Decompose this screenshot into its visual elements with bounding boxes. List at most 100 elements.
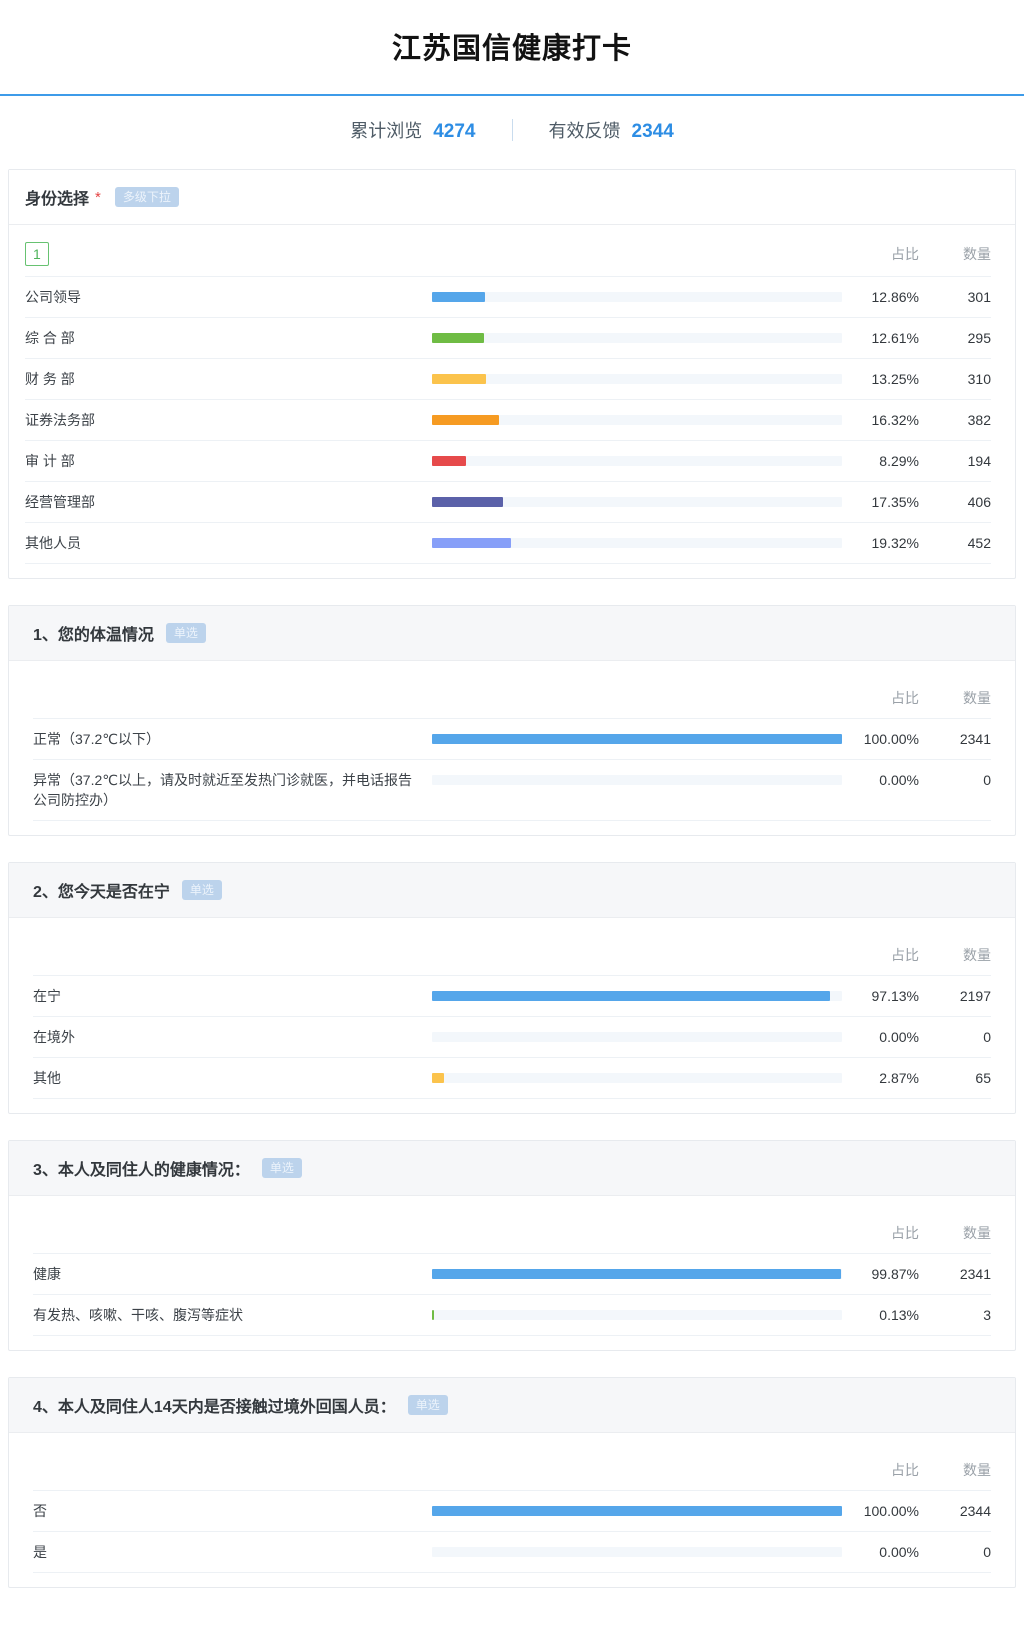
column-header-count: 数量 — [963, 1225, 991, 1241]
option-bar-fill — [432, 374, 487, 384]
option-count: 0 — [983, 772, 991, 788]
option-bar-fill — [432, 538, 512, 548]
option-row: 经营管理部 17.35% 406 — [25, 482, 991, 523]
option-bar-track — [432, 1073, 842, 1083]
question-type-badge: 单选 — [261, 1158, 302, 1178]
option-percent: 17.35% — [871, 494, 919, 510]
option-row: 正常（37.2℃以下） 100.00% 2341 — [33, 719, 991, 760]
section-header: 3、本人及同住人的健康情况： 单选 — [9, 1141, 1015, 1196]
option-count: 2344 — [959, 1503, 991, 1519]
option-percent: 0.00% — [879, 1544, 919, 1560]
views-stat: 累计浏览 4274 — [350, 117, 475, 143]
option-bar-fill — [432, 292, 485, 302]
columns-header-row: 占比 数量 — [33, 661, 991, 719]
columns-header-row: 占比 数量 — [33, 1433, 991, 1491]
option-bar-fill — [432, 456, 466, 466]
section-title: 4、本人及同住人14天内是否接触过境外回国人员： — [33, 1399, 396, 1416]
columns-header-row: 占比 数量 — [33, 1196, 991, 1254]
section-body: 1 占比 数量 公司领导 12.86% 301 综 合 部 12.61% 295 财 务 部 13.… — [9, 225, 1015, 578]
option-label: 公司领导 — [25, 289, 81, 305]
option-label: 有发热、咳嗽、干咳、腹泻等症状 — [33, 1307, 243, 1323]
option-bar-track — [432, 775, 842, 785]
summary-stats: 累计浏览 4274 有效反馈 2344 — [0, 96, 1024, 143]
option-row: 健康 99.87% 2341 — [33, 1254, 991, 1295]
option-percent: 0.13% — [879, 1307, 919, 1323]
option-count: 65 — [975, 1070, 991, 1086]
option-label: 经营管理部 — [25, 494, 95, 510]
option-bar-track — [432, 1032, 842, 1042]
section-card: 身份选择 * 多级下拉 1 占比 数量 公司领导 12.86% 301 综 合 部 12.61% 29… — [8, 169, 1016, 579]
option-count: 406 — [967, 494, 991, 510]
column-header-count: 数量 — [963, 1462, 991, 1478]
option-percent: 13.25% — [871, 371, 919, 387]
option-row: 异常（37.2℃以上，请及时就近至发热门诊就医，并电话报告公司防控办） 0.00%… — [33, 760, 991, 821]
option-count: 3 — [983, 1307, 991, 1323]
columns-header-row: 占比 数量 — [33, 918, 991, 976]
question-type-badge: 单选 — [407, 1395, 448, 1415]
option-percent: 12.86% — [871, 289, 919, 305]
option-bar-fill — [432, 1310, 434, 1320]
option-count: 0 — [983, 1544, 991, 1560]
option-bar-fill — [432, 333, 484, 343]
option-bar-track — [432, 333, 842, 343]
section-header: 4、本人及同住人14天内是否接触过境外回国人员： 单选 — [9, 1378, 1015, 1433]
option-label: 审 计 部 — [25, 453, 75, 469]
option-label: 否 — [33, 1503, 47, 1519]
option-count: 2341 — [959, 1266, 991, 1282]
option-bar-track — [432, 991, 842, 1001]
option-label: 其他人员 — [25, 535, 81, 551]
section-body: 占比 数量正常（37.2℃以下） 100.00% 2341 异常（37.2℃以上，请及时… — [9, 661, 1015, 835]
section-card: 1、您的体温情况 单选 占比 数量正常（37.2℃以下） 100.00% 2341 异常（3… — [8, 605, 1016, 836]
question-type-badge: 多级下拉 — [114, 187, 179, 207]
views-stat-label: 累计浏览 — [350, 121, 423, 141]
section-title: 2、您今天是否在宁 — [33, 884, 170, 901]
page-title: 江苏国信健康打卡 — [391, 33, 632, 65]
option-label: 在境外 — [33, 1029, 75, 1045]
section-header: 2、您今天是否在宁 单选 — [9, 863, 1015, 918]
option-percent: 0.00% — [879, 772, 919, 788]
option-percent: 8.29% — [879, 453, 919, 469]
column-header-ratio: 占比 — [891, 1225, 919, 1241]
option-percent: 100.00% — [863, 731, 919, 747]
option-label: 其他 — [33, 1070, 61, 1086]
column-header-ratio: 占比 — [891, 1462, 919, 1478]
index-box: 1 — [25, 242, 49, 266]
question-type-badge: 单选 — [181, 880, 222, 900]
option-count: 2197 — [959, 988, 991, 1004]
option-count: 0 — [983, 1029, 991, 1045]
columns-header-row: 1 占比 数量 — [25, 225, 991, 277]
stats-vertical-divider — [511, 119, 513, 141]
option-row: 证券法务部 16.32% 382 — [25, 400, 991, 441]
option-count: 310 — [967, 371, 991, 387]
option-label: 财 务 部 — [25, 371, 75, 387]
section-header: 1、您的体温情况 单选 — [9, 606, 1015, 661]
option-count: 452 — [967, 535, 991, 551]
option-percent: 12.61% — [871, 330, 919, 346]
section-title: 3、本人及同住人的健康情况： — [33, 1162, 250, 1179]
option-bar-track — [432, 1310, 842, 1320]
option-row: 综 合 部 12.61% 295 — [25, 318, 991, 359]
option-count: 301 — [967, 289, 991, 305]
column-header-count: 数量 — [963, 690, 991, 706]
option-percent: 16.32% — [871, 412, 919, 428]
option-count: 2341 — [959, 731, 991, 747]
option-row: 在宁 97.13% 2197 — [33, 976, 991, 1017]
option-row: 审 计 部 8.29% 194 — [25, 441, 991, 482]
option-row: 有发热、咳嗽、干咳、腹泻等症状 0.13% 3 — [33, 1295, 991, 1336]
option-bar-track — [432, 538, 842, 548]
option-row: 是 0.00% 0 — [33, 1532, 991, 1573]
column-header-count: 数量 — [963, 947, 991, 963]
section-card: 4、本人及同住人14天内是否接触过境外回国人员： 单选 占比 数量否 100.00% 23… — [8, 1377, 1016, 1588]
section-title: 身份选择 — [25, 191, 90, 208]
option-bar-fill — [432, 734, 842, 744]
option-row: 财 务 部 13.25% 310 — [25, 359, 991, 400]
feedback-stat-value: 2344 — [631, 121, 674, 142]
option-label: 综 合 部 — [25, 330, 75, 346]
column-header-ratio: 占比 — [891, 246, 919, 262]
option-bar-track — [432, 374, 842, 384]
option-label: 正常（37.2℃以下） — [33, 731, 160, 747]
option-bar-track — [432, 415, 842, 425]
option-bar-fill — [432, 991, 831, 1001]
option-percent: 99.87% — [871, 1266, 919, 1282]
